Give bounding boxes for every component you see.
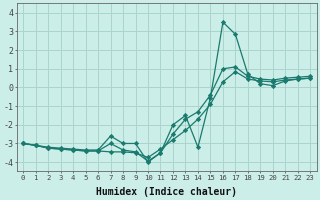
X-axis label: Humidex (Indice chaleur): Humidex (Indice chaleur) (96, 186, 237, 197)
